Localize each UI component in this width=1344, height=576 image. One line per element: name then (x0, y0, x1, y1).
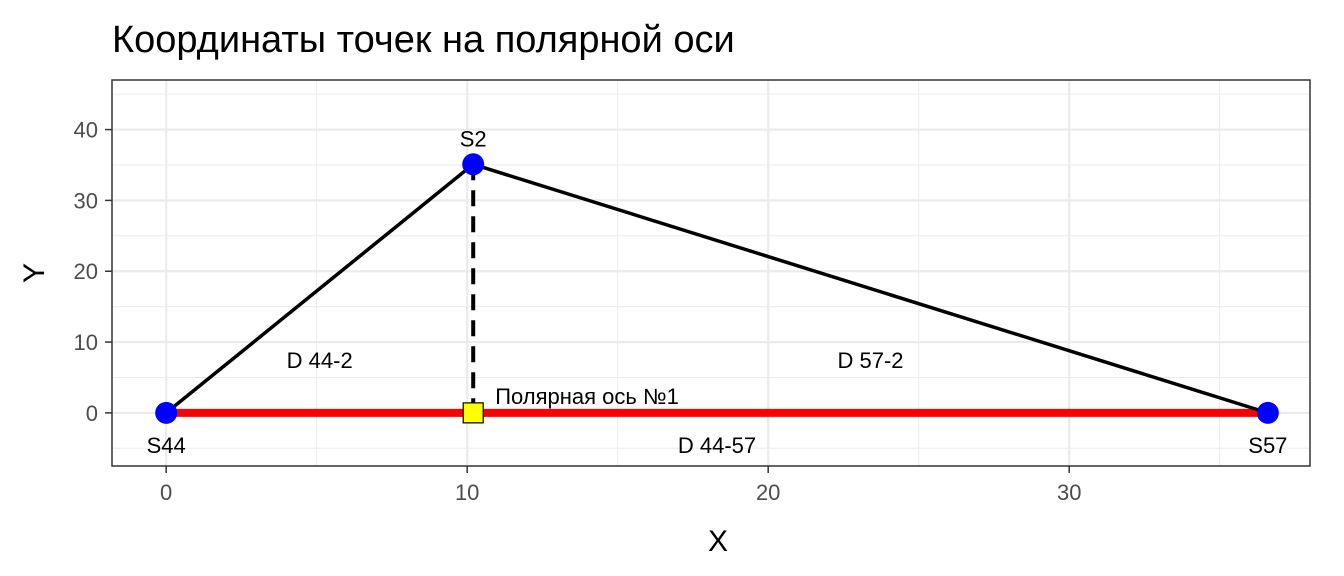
point-s2 (462, 153, 485, 176)
point-label-s2: S2 (460, 126, 487, 151)
x-tick-label: 30 (1057, 480, 1081, 505)
projection-point-label: Полярная ось №1 (495, 384, 679, 409)
y-tick-label: 0 (86, 401, 98, 426)
x-tick-label: 10 (455, 480, 479, 505)
point-label-s44: S44 (147, 433, 186, 458)
segment-d-44-2 (165, 162, 475, 415)
segment-label-d-44-57: D 44-57 (678, 433, 756, 458)
point-s57 (1256, 401, 1279, 424)
y-tick-label: 30 (74, 188, 98, 213)
x-axis-title: X (708, 525, 728, 558)
y-axis-title: Y (18, 263, 51, 283)
y-tick-label: 10 (74, 330, 98, 355)
y-tick-label: 20 (74, 259, 98, 284)
segment-label-d-57-2: D 57-2 (838, 348, 904, 373)
chart-title: Координаты точек на полярной оси (112, 19, 735, 61)
x-tick-label: 0 (160, 480, 172, 505)
y-tick-label: 40 (74, 118, 98, 143)
point-s44 (155, 401, 178, 424)
axis-layer: 0 10 20 30 0 10 20 30 40 (74, 118, 1082, 505)
projection-point-marker (462, 402, 484, 424)
grid-layer (112, 80, 1310, 466)
point-label-s57: S57 (1248, 433, 1287, 458)
data-layer: S44 S2 S57 Полярная ось №1 D 44-2 D 57-2 D 44-… (147, 126, 1288, 458)
segment-d-57-2 (472, 162, 1269, 415)
panel-border (111, 79, 1311, 467)
x-tick-label: 20 (756, 480, 780, 505)
segment-label-d-44-2: D 44-2 (287, 348, 353, 373)
